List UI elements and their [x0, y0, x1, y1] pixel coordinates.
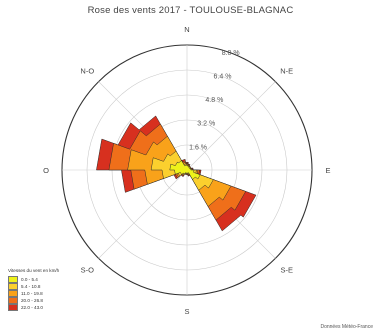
legend-label: 5.4 - 10.8	[21, 284, 41, 290]
direction-label: S	[184, 307, 189, 316]
legend-item: 5.4 - 10.8	[8, 283, 64, 291]
radial-tick-label: 4.8 %	[205, 97, 223, 104]
direction-label: N-O	[80, 66, 94, 75]
spoke-line	[186, 81, 276, 171]
legend-swatch	[8, 297, 18, 305]
legend-title: Vitesses du vent en km/h	[8, 268, 60, 273]
radial-tick-label: 6.4 %	[214, 73, 232, 80]
speed-legend: Vitesses du vent en km/h 0.0 - 5.4 5.4 - …	[8, 268, 64, 312]
spoke-line	[98, 169, 188, 259]
direction-labels: N N-E E S-E S S-O O N-O	[43, 25, 330, 316]
legend-swatch	[8, 290, 18, 298]
legend-item: 0.0 - 5.4	[8, 276, 64, 284]
radial-tick-label: 1.6 %	[189, 144, 207, 151]
direction-label: N	[184, 25, 189, 34]
direction-label: N-E	[280, 66, 293, 75]
radial-tick-label: 3.2 %	[197, 121, 215, 128]
direction-label: S-O	[81, 266, 95, 275]
radial-tick-label: 8.0 %	[222, 50, 240, 57]
legend-swatch	[8, 304, 18, 312]
legend-label: 11.0 - 19.8	[21, 291, 43, 297]
legend-item: 20.0 - 26.8	[8, 297, 64, 305]
wind-series-polygons	[96, 115, 257, 232]
legend-label: 22.0 - 43.0	[21, 305, 43, 311]
legend-items: 0.0 - 5.4 5.4 - 10.8 11.0 - 19.8 20.0 - 26.…	[8, 276, 64, 312]
legend-label: 20.0 - 26.8	[21, 298, 43, 304]
legend-label: 0.0 - 5.4	[21, 277, 38, 283]
direction-label: S-E	[280, 266, 293, 275]
radial-tick-labels: 1.6 % 3.2 % 4.8 % 6.4 % 8.0 %	[189, 50, 239, 152]
series-polygon	[169, 160, 201, 180]
legend-item: 22.0 - 43.0	[8, 304, 64, 312]
legend-swatch	[8, 276, 18, 284]
legend-swatch	[8, 283, 18, 291]
direction-label: E	[325, 166, 330, 175]
legend-item: 11.0 - 19.8	[8, 290, 64, 298]
data-credit: Données Météo-France	[320, 324, 373, 330]
direction-label: O	[43, 166, 49, 175]
chart-title: Rose des vents 2017 - TOULOUSE-BLAGNAC	[87, 5, 294, 16]
